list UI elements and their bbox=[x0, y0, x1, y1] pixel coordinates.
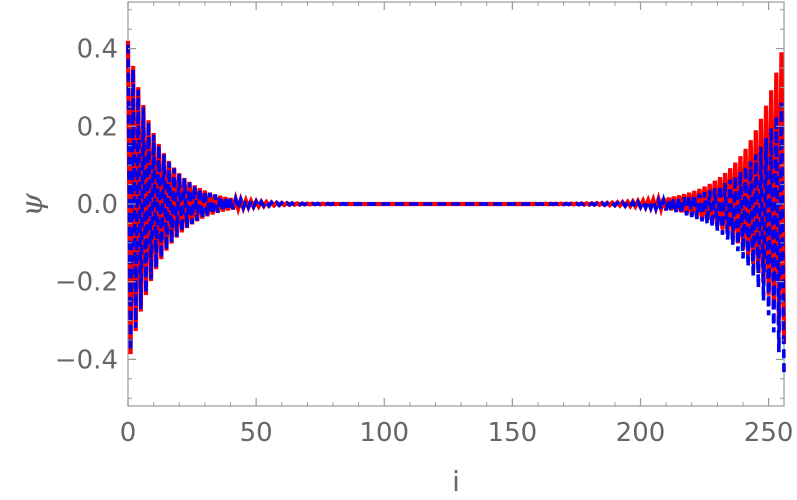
y-tick-label: −0.2 bbox=[55, 268, 118, 298]
series-layer bbox=[125, 40, 787, 375]
x-axis-title: i bbox=[452, 465, 460, 498]
tick-layer: 0 50 100 150 200 250 0.4 0.2 0.0 −0.2 −0.4 bbox=[55, 2, 794, 448]
x-tick-label: 50 bbox=[240, 418, 273, 448]
x-tick-label: 250 bbox=[744, 418, 794, 448]
x-tick-label: 200 bbox=[616, 418, 666, 448]
y-tick-label: 0.2 bbox=[77, 112, 118, 142]
y-axis-title: ψ bbox=[15, 193, 50, 217]
x-tick-label: 100 bbox=[359, 418, 409, 448]
y-tick-label: 0.0 bbox=[77, 190, 118, 220]
y-tick-label: 0.4 bbox=[77, 35, 118, 65]
x-tick-label: 0 bbox=[120, 418, 137, 448]
series-line-2 bbox=[126, 44, 786, 375]
x-tick-label: 150 bbox=[488, 418, 538, 448]
y-tick-label: −0.4 bbox=[55, 345, 118, 375]
